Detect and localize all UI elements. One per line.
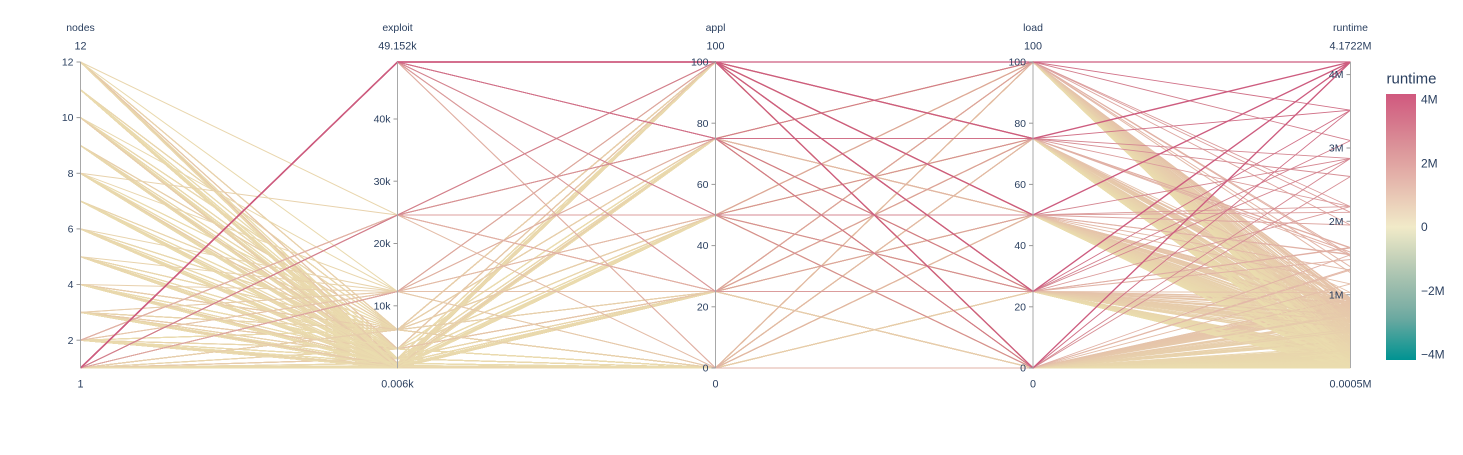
svg-text:80: 80 bbox=[1014, 118, 1026, 130]
svg-text:0: 0 bbox=[1421, 220, 1428, 234]
svg-text:−4M: −4M bbox=[1421, 348, 1445, 362]
svg-text:80: 80 bbox=[697, 118, 709, 130]
svg-text:runtime: runtime bbox=[1387, 71, 1437, 88]
svg-text:0.006k: 0.006k bbox=[381, 378, 414, 390]
svg-text:−2M: −2M bbox=[1421, 284, 1445, 298]
svg-text:4M: 4M bbox=[1329, 69, 1344, 81]
svg-text:2M: 2M bbox=[1421, 156, 1438, 170]
svg-text:1M: 1M bbox=[1329, 289, 1344, 301]
svg-text:4: 4 bbox=[68, 279, 74, 291]
svg-text:30k: 30k bbox=[374, 176, 392, 188]
svg-text:3M: 3M bbox=[1329, 143, 1344, 155]
svg-text:runtime: runtime bbox=[1333, 22, 1368, 34]
svg-text:4M: 4M bbox=[1421, 93, 1438, 107]
svg-text:20: 20 bbox=[1014, 301, 1026, 313]
svg-text:1: 1 bbox=[77, 378, 83, 390]
svg-text:2M: 2M bbox=[1329, 216, 1344, 228]
svg-text:100: 100 bbox=[691, 57, 709, 69]
svg-text:100: 100 bbox=[706, 40, 724, 52]
svg-text:0: 0 bbox=[1030, 378, 1036, 390]
svg-text:20: 20 bbox=[697, 301, 709, 313]
svg-text:40k: 40k bbox=[374, 114, 392, 126]
svg-text:exploit: exploit bbox=[382, 22, 412, 34]
svg-text:2: 2 bbox=[68, 335, 74, 347]
svg-text:12: 12 bbox=[62, 57, 74, 69]
svg-text:100: 100 bbox=[1008, 57, 1026, 69]
svg-text:0: 0 bbox=[703, 363, 709, 375]
svg-text:60: 60 bbox=[697, 179, 709, 191]
svg-text:4.1722M: 4.1722M bbox=[1329, 40, 1371, 52]
svg-text:nodes: nodes bbox=[66, 22, 95, 34]
svg-text:0: 0 bbox=[1020, 363, 1026, 375]
svg-text:10k: 10k bbox=[374, 300, 392, 312]
svg-text:8: 8 bbox=[68, 168, 74, 180]
svg-text:12: 12 bbox=[74, 40, 86, 52]
svg-text:6: 6 bbox=[68, 224, 74, 236]
svg-text:0: 0 bbox=[712, 378, 718, 390]
svg-text:load: load bbox=[1023, 22, 1043, 34]
svg-text:appl: appl bbox=[706, 22, 726, 34]
svg-text:40: 40 bbox=[1014, 240, 1026, 252]
svg-text:10: 10 bbox=[62, 112, 74, 124]
svg-text:60: 60 bbox=[1014, 179, 1026, 191]
svg-text:0.0005M: 0.0005M bbox=[1329, 378, 1371, 390]
svg-text:49.152k: 49.152k bbox=[378, 40, 417, 52]
svg-text:40: 40 bbox=[697, 240, 709, 252]
svg-text:20k: 20k bbox=[374, 238, 392, 250]
svg-text:100: 100 bbox=[1024, 40, 1042, 52]
